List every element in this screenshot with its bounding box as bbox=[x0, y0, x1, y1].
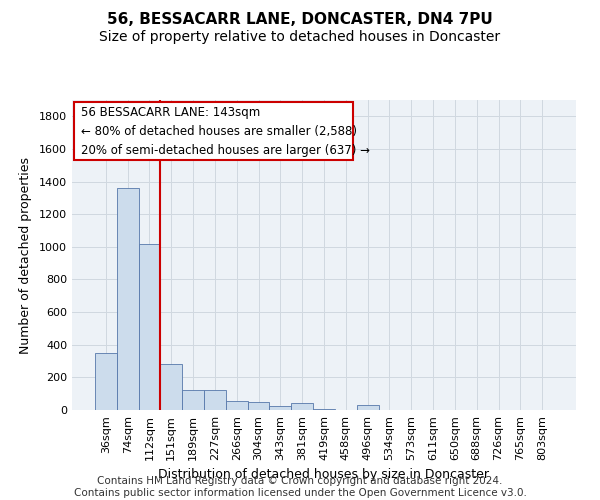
Bar bbox=[160, 364, 182, 410]
Text: Size of property relative to detached houses in Doncaster: Size of property relative to detached ho… bbox=[100, 30, 500, 44]
Bar bbox=[291, 404, 313, 410]
Text: 56, BESSACARR LANE, DONCASTER, DN4 7PU: 56, BESSACARR LANE, DONCASTER, DN4 7PU bbox=[107, 12, 493, 28]
Bar bbox=[226, 401, 248, 410]
Bar bbox=[182, 390, 204, 410]
Text: 20% of semi-detached houses are larger (637) →: 20% of semi-detached houses are larger (… bbox=[81, 144, 370, 158]
Bar bbox=[357, 405, 379, 410]
Bar bbox=[269, 406, 291, 410]
Text: 56 BESSACARR LANE: 143sqm: 56 BESSACARR LANE: 143sqm bbox=[81, 106, 260, 119]
Bar bbox=[248, 402, 269, 410]
Bar bbox=[139, 244, 160, 410]
X-axis label: Distribution of detached houses by size in Doncaster: Distribution of detached houses by size … bbox=[158, 468, 490, 481]
Text: Contains HM Land Registry data © Crown copyright and database right 2024.
Contai: Contains HM Land Registry data © Crown c… bbox=[74, 476, 526, 498]
Bar bbox=[117, 188, 139, 410]
Bar bbox=[95, 353, 117, 410]
Bar bbox=[313, 409, 335, 410]
Bar bbox=[204, 390, 226, 410]
Bar bbox=[74, 102, 353, 160]
Text: ← 80% of detached houses are smaller (2,588): ← 80% of detached houses are smaller (2,… bbox=[81, 125, 357, 138]
Y-axis label: Number of detached properties: Number of detached properties bbox=[19, 156, 32, 354]
